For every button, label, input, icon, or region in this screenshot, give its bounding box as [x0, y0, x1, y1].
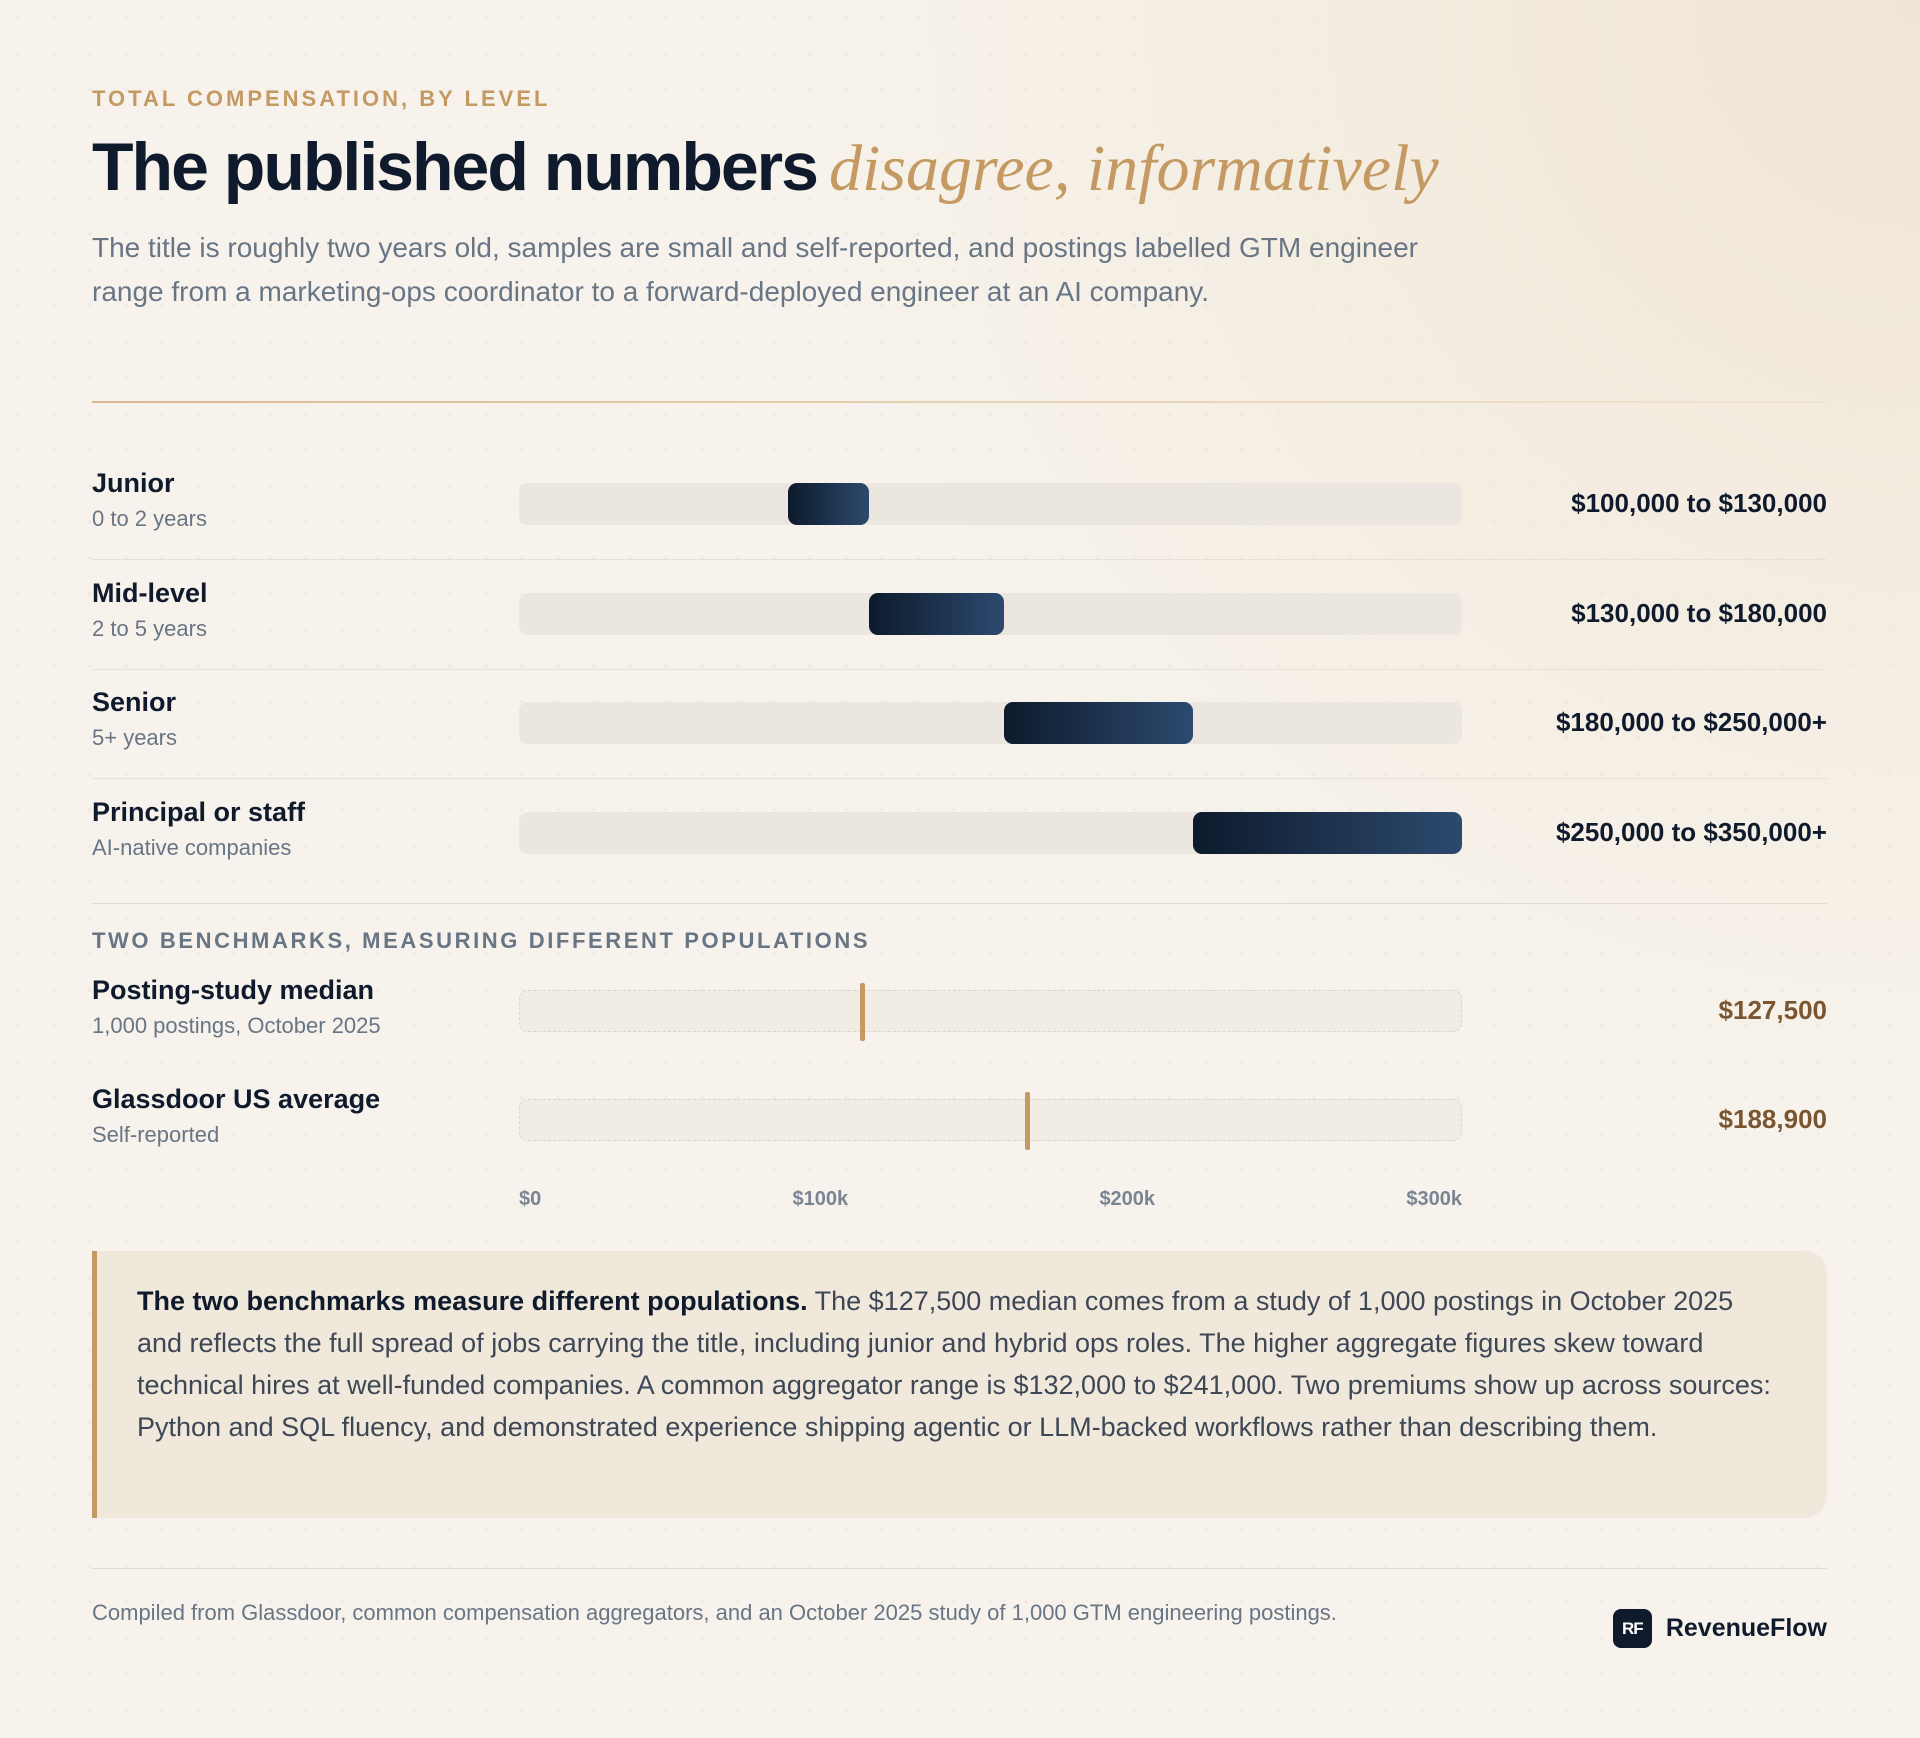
row-label: Mid-level	[92, 578, 208, 608]
x-tick-label: $200k	[1099, 1188, 1156, 1210]
title: The published numbers disagree, informati…	[92, 128, 1439, 207]
row-note: AI-native companies	[92, 835, 292, 860]
eyebrow: TOTAL COMPENSATION, BY LEVEL	[92, 86, 551, 111]
row-label: Glassdoor US average	[92, 1084, 381, 1114]
row: Posting-study median 1,000 postings, Octo…	[92, 957, 1827, 1066]
x-tick-label: $0	[519, 1188, 542, 1210]
value-label: $100,000 to $130,000	[1571, 488, 1827, 518]
value-label: $188,900	[1718, 1104, 1827, 1134]
row-label: Posting-study median	[92, 975, 375, 1005]
track	[519, 702, 1462, 744]
x-axis: $0 $100k $200k $300k	[519, 1188, 1462, 1211]
value-label: $130,000 to $180,000	[1571, 598, 1827, 628]
divider	[92, 1568, 1827, 1569]
row-label: Senior	[92, 687, 177, 717]
value-label: $250,000 to $350,000+	[1555, 817, 1827, 847]
row: Principal or staff AI-native companies $25…	[92, 779, 1827, 888]
row: Senior 5+ years $180,000 to $250,000+	[92, 669, 1827, 779]
row-label: Junior	[92, 468, 175, 498]
callout-body: The $127,500 median comes from a study o…	[137, 1286, 1771, 1442]
x-tick-label: $300k	[1406, 1188, 1462, 1210]
track	[519, 812, 1462, 854]
track	[519, 483, 1462, 525]
benchmark-title: TWO BENCHMARKS, MEASURING DIFFERENT POPU…	[92, 928, 871, 953]
value-label: $127,500	[1718, 995, 1827, 1025]
range-bar	[1003, 702, 1193, 744]
row-note: 1,000 postings, October 2025	[92, 1013, 381, 1038]
row-note: Self-reported	[92, 1122, 220, 1147]
track	[519, 983, 1462, 1041]
source: Compiled from Glassdoor, common compensa…	[92, 1600, 1337, 1625]
divider	[92, 401, 1827, 403]
subtitle: The title is roughly two years old, samp…	[92, 232, 1418, 307]
range-bar	[869, 593, 1004, 635]
brand-mark: RF	[1612, 1609, 1652, 1648]
row: Mid-level 2 to 5 years $130,000 to $180,00…	[92, 560, 1827, 670]
row-note: 0 to 2 years	[92, 506, 207, 531]
callout-lead: The two benchmarks measure different pop…	[137, 1286, 808, 1316]
divider	[92, 903, 1827, 904]
brand: RF RevenueFlow	[1612, 1609, 1827, 1648]
range-bar	[1192, 812, 1462, 854]
row-label: Principal or staff	[92, 797, 306, 827]
row: Glassdoor US average Self-reported $188,90…	[92, 1066, 1827, 1175]
track	[519, 1092, 1462, 1150]
benchmark-marker	[1025, 1092, 1031, 1150]
row-note: 2 to 5 years	[92, 616, 207, 641]
callout: The two benchmarks measure different pop…	[92, 1251, 1827, 1518]
track	[519, 593, 1462, 635]
row-note: 5+ years	[92, 725, 177, 750]
range-bar	[788, 483, 870, 525]
row: Junior 0 to 2 years $100,000 to $130,000	[92, 450, 1827, 560]
brand-name: RevenueFlow	[1665, 1614, 1827, 1642]
title-main: The published numbers	[92, 129, 819, 205]
benchmark-marker	[860, 983, 866, 1041]
value-label: $180,000 to $250,000+	[1555, 707, 1827, 737]
x-tick-label: $100k	[792, 1188, 849, 1210]
title-accent: disagree, informatively	[828, 132, 1439, 205]
